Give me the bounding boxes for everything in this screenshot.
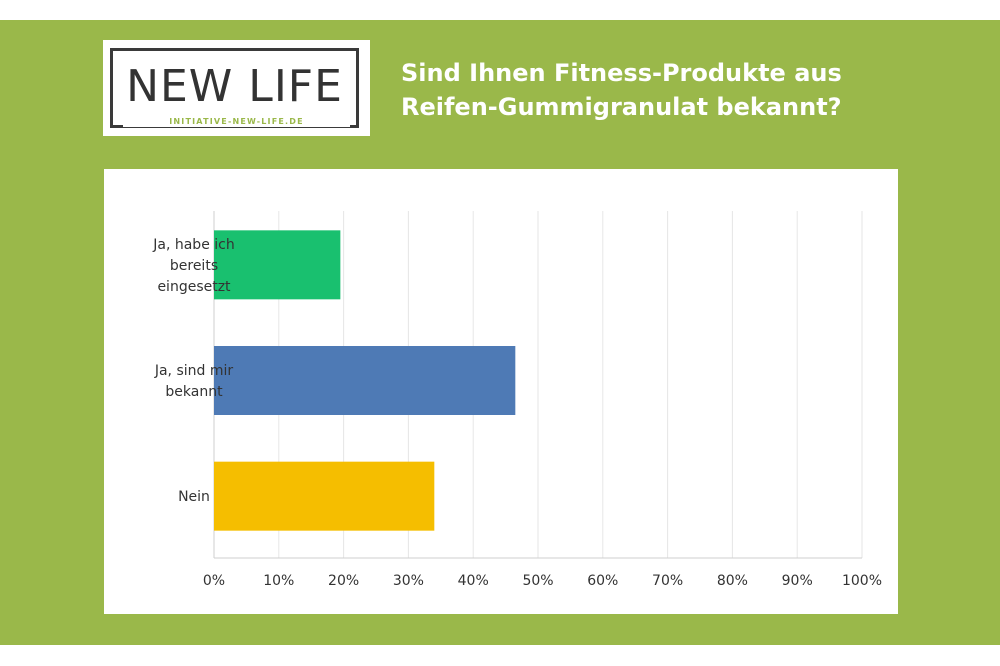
logo-text: NEW LIFE <box>126 61 343 112</box>
bar <box>214 346 516 415</box>
x-tick-label: 40% <box>458 573 489 589</box>
chart-title-line-2: Reifen-Gummigranulat bekannt? <box>401 93 842 121</box>
x-tick-label: 20% <box>328 573 359 589</box>
category-label: bekannt <box>165 384 223 400</box>
x-tick-label: 80% <box>717 573 748 589</box>
logo: NEW LIFE INITIATIVE-NEW-LIFE.DE <box>103 40 370 136</box>
logo-frame: NEW LIFE <box>110 48 359 128</box>
x-tick-label: 10% <box>263 573 294 589</box>
x-tick-label: 30% <box>393 573 424 589</box>
x-tick-label: 90% <box>782 573 813 589</box>
x-tick-label: 60% <box>587 573 618 589</box>
logo-subtitle: INITIATIVE-NEW-LIFE.DE <box>123 117 350 127</box>
bar-chart: 0% 10% 20% 30% 40% 50% 60% 70% 80% 90% 100% Ja, hab… <box>152 211 882 589</box>
category-label: Nein <box>178 489 210 505</box>
category-label: Ja, sind mir <box>154 363 234 379</box>
x-tick-label: 100% <box>842 573 882 589</box>
category-label: eingesetzt <box>157 279 231 295</box>
x-tick-label: 70% <box>652 573 683 589</box>
chart-card: 0% 10% 20% 30% 40% 50% 60% 70% 80% 90% 100% Ja, hab… <box>104 169 898 614</box>
bar <box>214 461 435 531</box>
chart-title: Sind Ihnen Fitness-Produkte aus Reifen-G… <box>401 56 961 124</box>
x-tick-label: 0% <box>203 573 225 589</box>
x-tick-label: 50% <box>522 573 553 589</box>
bar <box>214 230 341 300</box>
chart-title-line-1: Sind Ihnen Fitness-Produkte aus <box>401 59 842 87</box>
category-label: Ja, habe ich <box>152 237 234 253</box>
category-label: bereits <box>170 258 218 274</box>
